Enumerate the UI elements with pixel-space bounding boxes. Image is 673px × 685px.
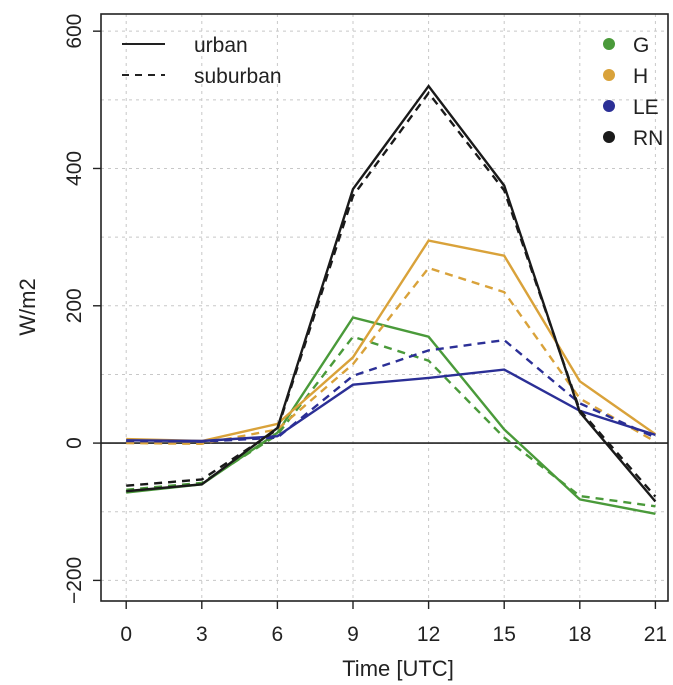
y-tick-label-200: 200 (63, 288, 86, 323)
y-tick-label--200: −200 (63, 557, 86, 604)
x-tick-label-0: 0 (120, 623, 132, 646)
x-tick-label-12: 12 (417, 623, 440, 646)
legend-label-rn: RN (633, 127, 663, 150)
legend-label-g: G (633, 34, 649, 57)
legend-marker-le (603, 100, 615, 112)
x-axis-label: Time [UTC] (342, 656, 454, 681)
y-tick-label-400: 400 (63, 151, 86, 186)
x-tick-label-9: 9 (347, 623, 359, 646)
x-tick-label-3: 3 (196, 623, 208, 646)
linestyle-legend: urban suburban (122, 34, 282, 88)
y-axis-label: W/m2 (15, 278, 40, 335)
series-g-urban-line (126, 316, 656, 515)
y-axis-ticks: −200 0 200 400 600 (63, 14, 101, 604)
x-tick-label-21: 21 (644, 623, 667, 646)
legend-marker-rn (603, 131, 615, 143)
x-tick-label-6: 6 (272, 623, 284, 646)
x-tick-label-18: 18 (568, 623, 591, 646)
x-axis-ticks: 0 3 6 9 12 15 18 21 (120, 601, 667, 646)
legend-label-urban: urban (194, 34, 248, 57)
y-tick-label-600: 600 (63, 14, 86, 49)
series-lines (126, 84, 657, 515)
series-h-suburban-line (126, 266, 656, 446)
series-le-urban-line (126, 368, 656, 443)
legend-label-h: H (633, 65, 648, 88)
legend-label-suburban: suburban (194, 65, 282, 88)
plot-frame (100, 13, 669, 602)
series-rn-suburban-line (126, 91, 657, 498)
series-le-suburban-line (126, 338, 656, 443)
legend-marker-g (603, 38, 615, 50)
color-legend: G H LE RN (603, 34, 663, 150)
legend-marker-h (603, 69, 615, 81)
legend-label-le: LE (633, 96, 659, 119)
y-tick-label-0: 0 (63, 437, 86, 449)
series-h-urban-line (126, 239, 657, 443)
x-tick-label-15: 15 (493, 623, 516, 646)
